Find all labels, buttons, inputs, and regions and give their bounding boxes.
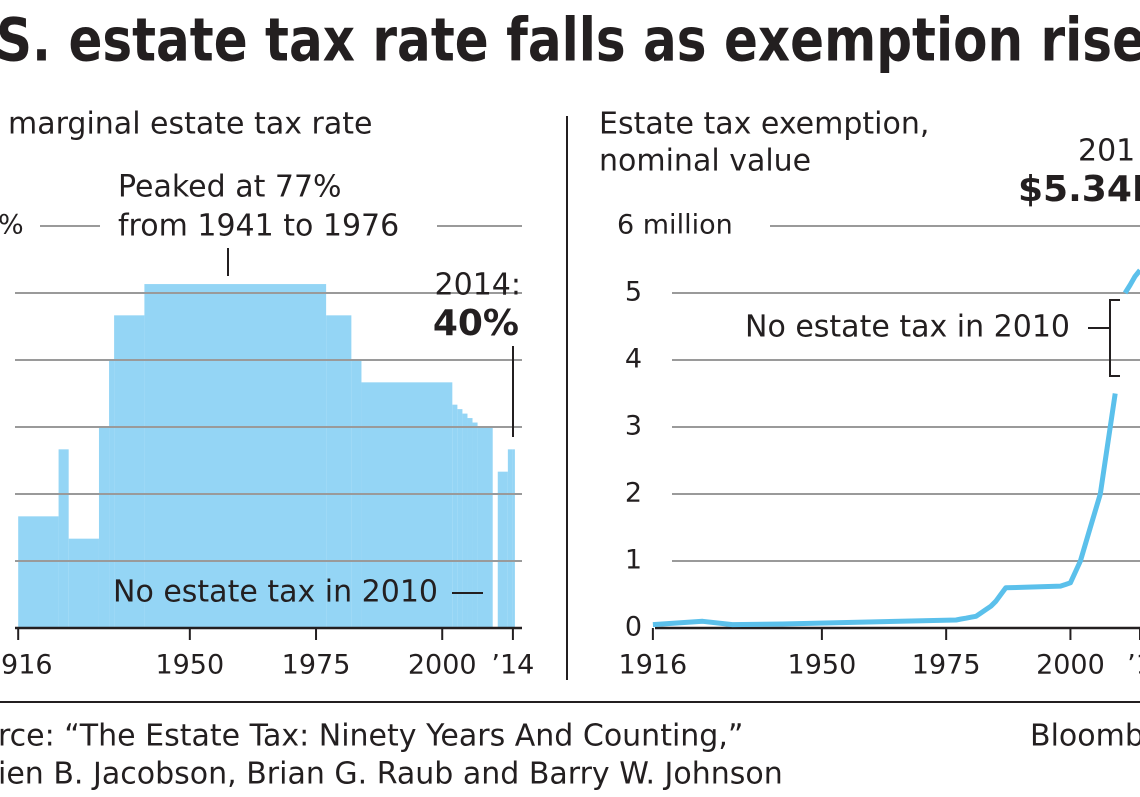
x-tick-label: 2000 bbox=[1036, 650, 1105, 681]
x-tick-label: 1950 bbox=[788, 650, 857, 681]
x-tick-label: 1916 bbox=[619, 650, 688, 681]
area-step bbox=[18, 516, 59, 628]
y-tick-label: 5 bbox=[625, 277, 642, 308]
chart-title: S. estate tax rate falls as exemption ri… bbox=[0, 6, 1140, 76]
y-tick-label: % bbox=[0, 210, 24, 241]
x-tick-label: 2000 bbox=[408, 650, 477, 681]
x-tick-label: 1975 bbox=[282, 650, 351, 681]
area-step bbox=[457, 409, 463, 628]
area-step bbox=[472, 422, 478, 628]
y-tick-label: 2 bbox=[625, 478, 642, 509]
x-tick-label: 1975 bbox=[912, 650, 981, 681]
area-step bbox=[114, 315, 145, 628]
area-step bbox=[462, 413, 468, 628]
annotation: Peaked at 77% bbox=[118, 170, 342, 205]
annotation: $5.34M bbox=[1018, 169, 1140, 210]
data-line bbox=[652, 268, 1140, 628]
y-axis-title: Estate tax exemption, bbox=[599, 107, 929, 142]
source: ien B. Jacobson, Brian G. Raub and Barry… bbox=[0, 757, 783, 792]
area-step bbox=[477, 427, 493, 628]
area-step bbox=[361, 382, 453, 628]
y-tick-label: 6 million bbox=[617, 210, 733, 241]
y-axis-title: nominal value bbox=[599, 144, 811, 179]
y-tick-label: 0 bbox=[625, 612, 642, 643]
source: rce: “The Estate Tax: Ninety Years And C… bbox=[0, 719, 743, 754]
area-step bbox=[507, 449, 513, 628]
x-tick-label: 1950 bbox=[155, 650, 224, 681]
area-step bbox=[512, 449, 515, 628]
bracket bbox=[1088, 299, 1120, 377]
x-tick-label: ’1 bbox=[1127, 650, 1140, 681]
x-tick-label: 1916 bbox=[0, 650, 53, 681]
y-axis-title: marginal estate tax rate bbox=[8, 107, 372, 142]
annotation: No estate tax in 2010 bbox=[113, 575, 438, 610]
x-tick-label: ’14 bbox=[491, 650, 534, 681]
annotation: 40% bbox=[433, 303, 519, 344]
area-step bbox=[452, 404, 458, 628]
area-step bbox=[467, 418, 473, 628]
y-tick-label: 1 bbox=[625, 545, 642, 576]
annotation: 201 bbox=[1078, 134, 1135, 169]
area-step bbox=[326, 315, 352, 628]
area-step bbox=[144, 284, 327, 628]
area-step bbox=[58, 449, 69, 628]
credit: Bloomb bbox=[1030, 719, 1140, 754]
y-tick-label: 3 bbox=[625, 411, 642, 442]
annotation: No estate tax in 2010 bbox=[745, 310, 1070, 345]
area-step bbox=[68, 538, 99, 628]
annotation: from 1941 to 1976 bbox=[118, 209, 399, 244]
area-step bbox=[497, 471, 508, 628]
annotation: 2014: bbox=[435, 268, 521, 303]
area-step bbox=[98, 427, 110, 628]
y-tick-label: 4 bbox=[625, 344, 642, 375]
